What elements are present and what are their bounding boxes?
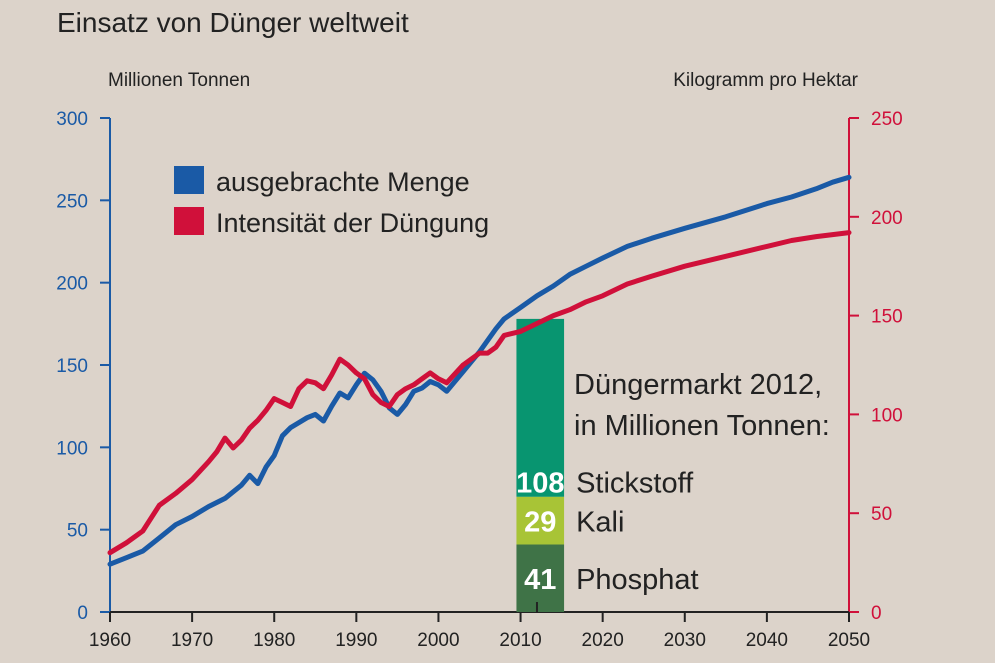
- bar-segment-2: [516, 318, 565, 497]
- market-title-line1: Düngermarkt 2012,: [574, 369, 822, 401]
- bar-segment-label: Kali: [576, 507, 624, 539]
- right-axis: 0 50 100 150 200 250: [848, 109, 903, 624]
- right-tick-label: 200: [871, 208, 903, 229]
- market-title-line2: in Millionen Tonnen:: [574, 410, 830, 442]
- right-tick-label: 0: [871, 603, 882, 624]
- left-tick-label: 300: [56, 109, 88, 130]
- x-tick-label: 1980: [253, 630, 295, 651]
- right-tick-label: 150: [871, 307, 903, 328]
- bar-value-label: 108: [516, 468, 564, 500]
- series-line-1: [107, 230, 852, 556]
- x-tick-label: 1990: [335, 630, 377, 651]
- x-tick-label: 1970: [171, 630, 213, 651]
- bar-segment-label: Phosphat: [576, 564, 699, 596]
- legend-label-intensity: Intensität der Düngung: [216, 208, 489, 238]
- right-tick-label: 250: [871, 109, 903, 130]
- left-tick-label: 150: [56, 356, 88, 377]
- right-tick-label: 100: [871, 405, 903, 426]
- x-tick-label: 2050: [828, 630, 870, 651]
- left-tick-label: 50: [67, 521, 88, 542]
- series-lines: [107, 174, 852, 567]
- bar-segment-1: [516, 496, 565, 545]
- series-line-0: [107, 174, 852, 567]
- left-axis: 0 50 100 150 200 250 300: [56, 109, 111, 624]
- legend-label-amount: ausgebrachte Menge: [216, 167, 470, 197]
- left-tick-label: 250: [56, 191, 88, 212]
- bar-segment-0: [516, 544, 565, 612]
- x-axis: 1960 1970 1980 1990 2000 2010 2020 2030 2040 2050: [89, 611, 870, 651]
- x-tick-label: 2040: [746, 630, 788, 651]
- x-tick-label: 2010: [499, 630, 541, 651]
- bar-value-label: 41: [524, 564, 556, 596]
- market-bar: 41 Phosphat 29 Kali 108 Stickstoff: [516, 318, 699, 612]
- right-axis-unit: Kilogramm pro Hektar: [673, 70, 858, 91]
- x-tick-label: 2030: [664, 630, 706, 651]
- right-tick-label: 50: [871, 504, 892, 525]
- x-tick-label: 1960: [89, 630, 131, 651]
- left-tick-label: 200: [56, 274, 88, 295]
- bar-segment-label: Stickstoff: [576, 468, 694, 500]
- market-annotation: Düngermarkt 2012, in Millionen Tonnen:: [574, 369, 830, 442]
- left-axis-unit: Millionen Tonnen: [108, 70, 250, 91]
- legend: ausgebrachte Menge Intensität der Düngun…: [174, 166, 489, 238]
- bar-value-label: 29: [524, 507, 556, 539]
- x-tick-label: 2020: [582, 630, 624, 651]
- left-tick-label: 100: [56, 438, 88, 459]
- legend-swatch-intensity: [174, 207, 204, 235]
- chart-title: Einsatz von Dünger weltweit: [57, 7, 409, 38]
- left-tick-label: 0: [77, 603, 88, 624]
- legend-swatch-amount: [174, 166, 204, 194]
- x-tick-label: 2000: [417, 630, 459, 651]
